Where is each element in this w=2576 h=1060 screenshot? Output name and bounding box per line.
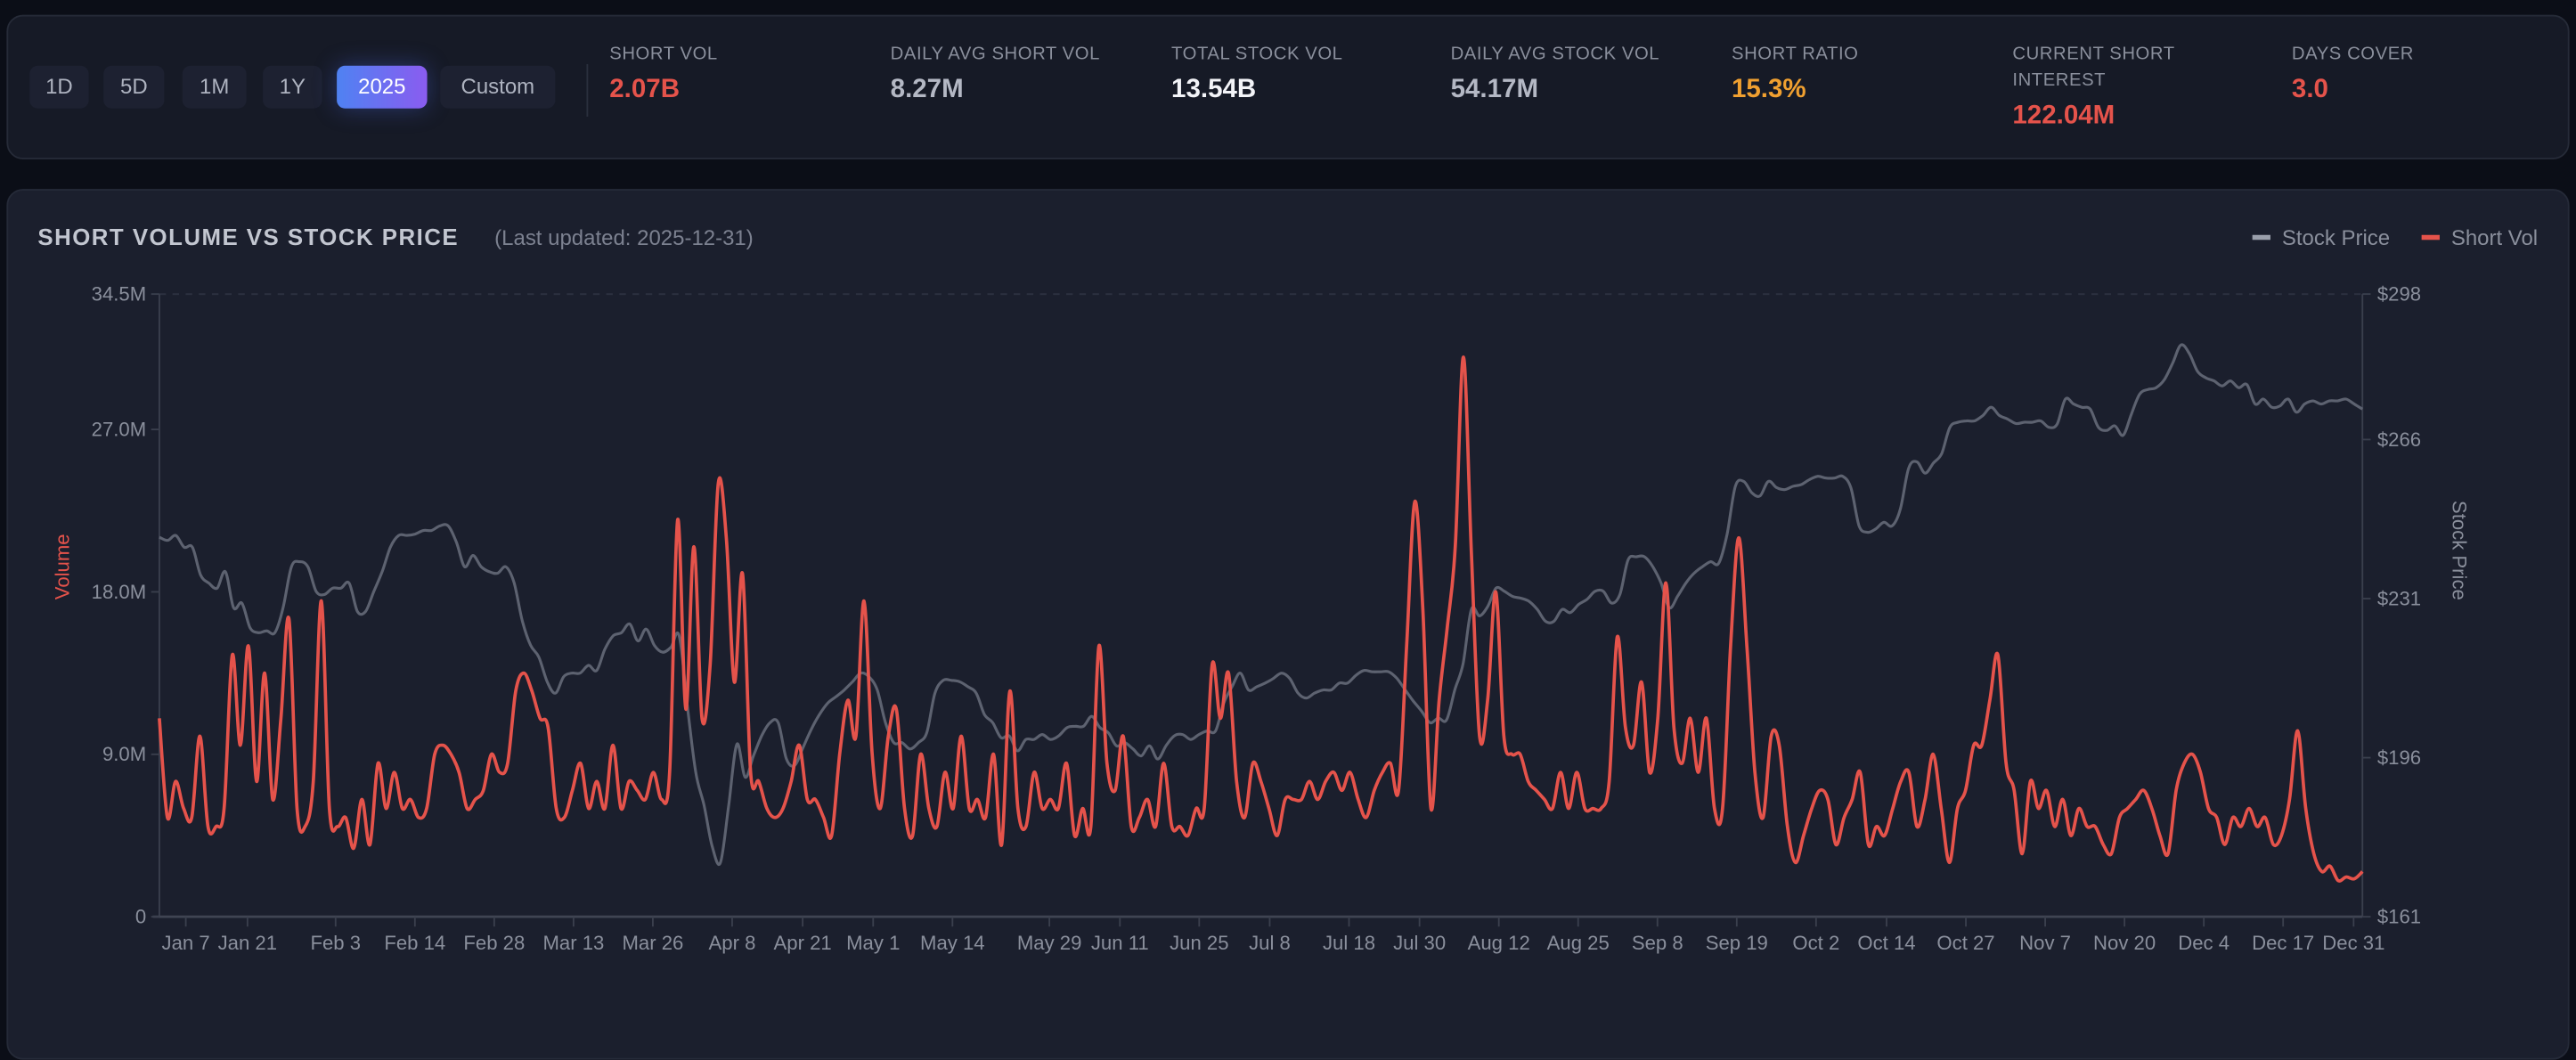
y2-axis-label: Stock Price	[2449, 501, 2471, 600]
y2-tick-label: $266	[2377, 428, 2421, 451]
legend-label: Short Vol	[2450, 224, 2539, 250]
y-tick-label: 27.0M	[92, 418, 147, 440]
range-button-1m[interactable]: 1M	[182, 65, 247, 109]
chart-title: SHORT VOLUME VS STOCK PRICE	[37, 223, 460, 250]
legend-swatch-stock-price	[2252, 234, 2270, 241]
x-tick-label: Nov 7	[2019, 932, 2071, 954]
range-button-1y[interactable]: 1Y	[263, 65, 322, 109]
x-tick-label: Aug 12	[1468, 932, 1530, 954]
x-tick-label: Oct 2	[1792, 932, 1839, 954]
y2-tick-label: $161	[2377, 906, 2421, 928]
legend-label: Stock Price	[2281, 224, 2391, 250]
stat-value: 13.54B	[1171, 75, 1257, 104]
stat-total-stock-vol: Total Stock Vol 13.54B	[1171, 41, 1418, 105]
legend-item-stock-price[interactable]: Stock Price	[2252, 224, 2391, 250]
stat-value: 15.3%	[1731, 75, 1806, 104]
stat-label: Days Cover	[2291, 44, 2414, 64]
summary-bar: 1D 5D 1M 1Y 2025 Custom Short Vol 2.07B Da…	[6, 14, 2570, 159]
x-tick-label: Dec 17	[2252, 932, 2314, 954]
x-tick-label: Oct 27	[1936, 932, 1994, 954]
x-tick-label: Dec 4	[2178, 932, 2230, 954]
stat-value: 2.07B	[609, 75, 681, 104]
stat-label: Daily Avg Stock Vol	[1450, 44, 1660, 64]
x-tick-label: Apr 21	[774, 932, 832, 954]
y-tick-label: 0	[135, 906, 146, 928]
y-tick-label: 18.0M	[92, 581, 147, 603]
stat-label: Daily Avg Short Vol	[890, 44, 1100, 64]
stat-daily-avg-stock-vol: Daily Avg Stock Vol 54.17M	[1451, 41, 1698, 105]
x-tick-label: Jul 30	[1393, 932, 1446, 954]
stat-label: Short Vol	[609, 44, 718, 64]
x-tick-label: Sep 19	[1706, 932, 1768, 954]
range-button-1d[interactable]: 1D	[29, 65, 89, 109]
series-line-stock-price	[159, 343, 2364, 866]
stat-label: Total Stock Vol	[1171, 44, 1343, 64]
y2-tick-label: $298	[2377, 283, 2421, 306]
x-tick-label: Mar 26	[622, 932, 683, 954]
x-tick-label: Feb 3	[310, 932, 361, 954]
range-button-5d[interactable]: 5D	[103, 65, 165, 109]
x-tick-label: Sep 8	[1632, 932, 1683, 954]
divider	[586, 63, 589, 117]
stat-current-short-interest: Current Short Interest 122.04M	[2012, 41, 2259, 131]
stat-value: 8.27M	[890, 75, 964, 104]
y-tick-label: 9.0M	[102, 743, 146, 765]
x-tick-label: May 29	[1017, 932, 1082, 954]
x-tick-label: May 14	[920, 932, 985, 954]
range-button-2025[interactable]: 2025	[337, 65, 428, 109]
stat-label: Short Ratio	[1731, 44, 1859, 64]
stat-short-vol: Short Vol 2.07B	[609, 41, 856, 105]
y-tick-label: 34.5M	[92, 283, 147, 306]
x-tick-label: Jan 7	[162, 932, 210, 954]
legend-swatch-short-vol	[2421, 234, 2440, 241]
stat-value: 54.17M	[1450, 75, 1539, 104]
last-updated: (Last updated: 2025-12-31)	[494, 224, 754, 250]
x-tick-label: Jan 21	[218, 932, 277, 954]
x-tick-label: Jun 25	[1170, 932, 1228, 954]
x-tick-label: Jul 18	[1323, 932, 1375, 954]
stat-daily-avg-short-vol: Daily Avg Short Vol 8.27M	[891, 41, 1137, 105]
x-tick-label: Dec 31	[2322, 932, 2384, 954]
y2-tick-label: $196	[2377, 746, 2421, 769]
x-tick-label: Feb 28	[463, 932, 525, 954]
stat-short-ratio: Short Ratio 15.3%	[1732, 41, 1978, 105]
series-line-short-vol	[158, 355, 2364, 883]
y2-tick-label: $231	[2377, 587, 2421, 609]
x-tick-label: Jul 8	[1249, 932, 1291, 954]
x-tick-label: Apr 8	[709, 932, 756, 954]
x-tick-label: Mar 13	[542, 932, 604, 954]
stat-value: 122.04M	[2012, 102, 2115, 130]
stat-label: Current Short Interest	[2012, 44, 2175, 91]
legend-item-short-vol[interactable]: Short Vol	[2421, 224, 2539, 250]
x-tick-label: Aug 25	[1547, 932, 1610, 954]
chart-card: SHORT VOLUME VS STOCK PRICE (Last update…	[6, 189, 2570, 1060]
x-tick-label: May 1	[846, 932, 900, 954]
x-tick-label: Nov 20	[2093, 932, 2156, 954]
y-axis-label: Volume	[51, 534, 73, 599]
x-tick-label: Feb 14	[384, 932, 445, 954]
stat-value: 3.0	[2291, 75, 2328, 104]
range-button-custom[interactable]: Custom	[440, 65, 556, 109]
stat-days-cover: Days Cover 3.0	[2292, 41, 2539, 105]
x-tick-label: Oct 14	[1857, 932, 1915, 954]
x-tick-label: Jun 11	[1091, 932, 1149, 954]
